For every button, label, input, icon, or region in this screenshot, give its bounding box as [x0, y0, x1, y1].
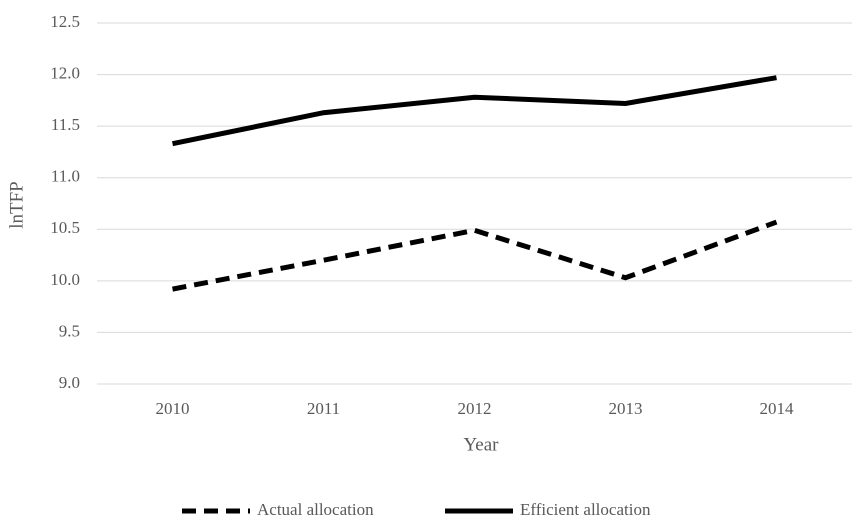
legend-label: Actual allocation	[257, 500, 374, 519]
y-tick-label: 10.5	[50, 218, 80, 237]
x-tick-label: 2010	[156, 399, 190, 418]
y-tick-label: 11.0	[51, 167, 80, 186]
series-line	[171, 75, 777, 147]
x-tick-label: 2014	[760, 399, 795, 418]
y-tick-label: 9.5	[59, 321, 80, 340]
y-tick-label: 10.0	[50, 270, 80, 289]
y-tick-label: 12.5	[50, 12, 80, 31]
x-axis-title: Year	[463, 434, 499, 455]
series-line	[172, 219, 778, 292]
y-axis-title: lnTFP	[6, 181, 27, 229]
x-tick-label: 2013	[609, 399, 643, 418]
y-tick-label: 11.5	[51, 115, 80, 134]
x-tick-label: 2011	[307, 399, 340, 418]
y-tick-label: 12.0	[50, 63, 80, 82]
y-tick-label: 9.0	[59, 373, 80, 392]
x-tick-label: 2012	[458, 399, 492, 418]
legend-label: Efficient allocation	[520, 500, 651, 519]
